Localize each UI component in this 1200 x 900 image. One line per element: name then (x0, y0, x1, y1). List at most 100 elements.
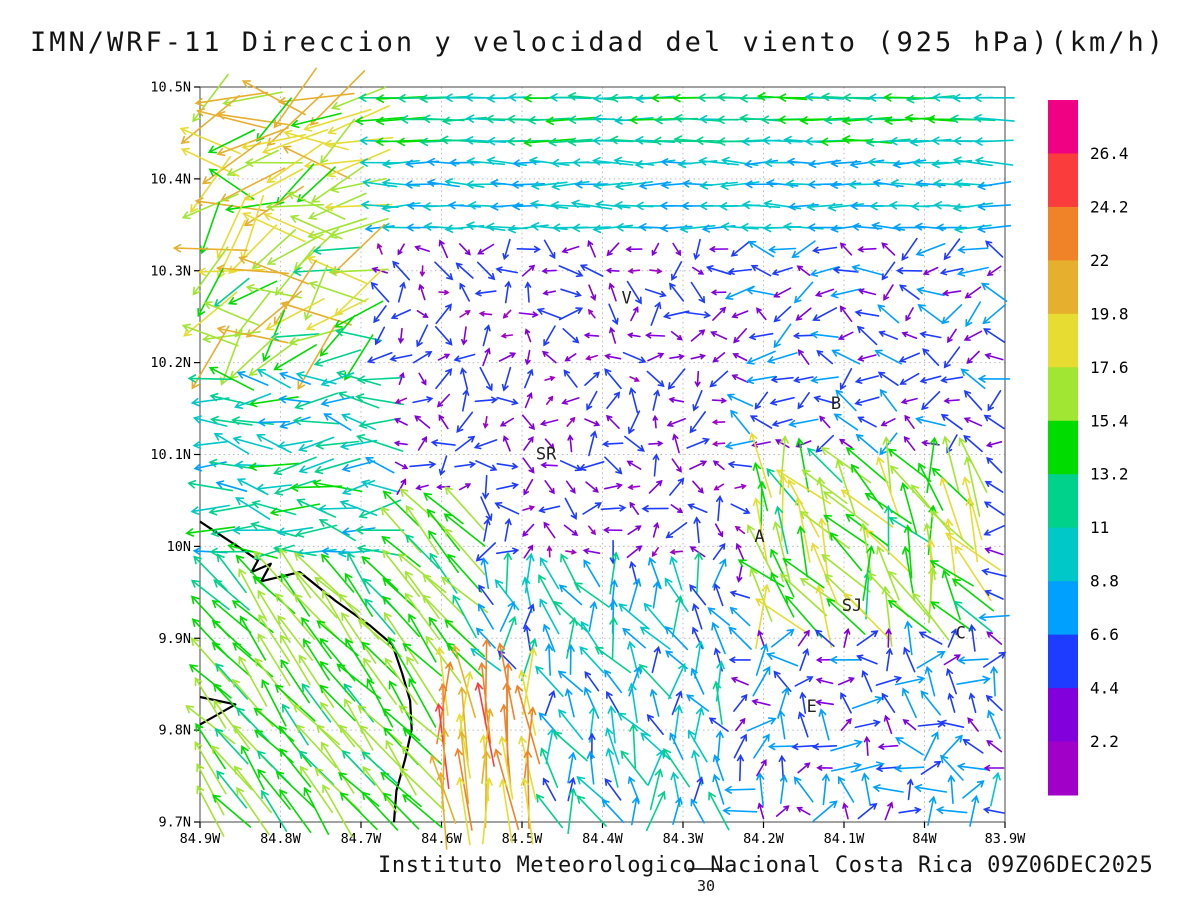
wind-arrow (864, 529, 912, 575)
wind-arrow (976, 181, 1012, 190)
wind-arrow (669, 353, 685, 360)
wind-arrow (211, 794, 252, 828)
wind-arrow (583, 332, 600, 339)
wind-arrow (239, 615, 267, 661)
wind-arrow (305, 298, 369, 331)
wind-arrow (879, 432, 898, 456)
wind-arrow (890, 179, 929, 188)
wind-arrow (983, 525, 1005, 536)
wind-arrow (279, 416, 311, 429)
wind-arrow (273, 344, 317, 371)
wind-arrow (524, 392, 533, 409)
wind-arrow (227, 542, 278, 559)
wind-arrow (645, 332, 666, 339)
wind-arrow (812, 800, 838, 822)
wind-arrow (298, 458, 334, 474)
wind-arrow (667, 662, 686, 700)
wind-arrow (851, 264, 883, 276)
wind-arrow (861, 772, 871, 806)
wind-arrow (337, 772, 380, 807)
wind-arrow (216, 127, 289, 157)
wind-arrow (728, 626, 752, 650)
wind-arrow (629, 501, 639, 515)
wind-arrow (298, 750, 335, 786)
wind-arrow (692, 480, 704, 494)
wind-arrow (963, 390, 983, 411)
wind-arrow (962, 780, 985, 799)
wind-arrow (620, 750, 648, 786)
wind-arrow (713, 582, 724, 607)
wind-arrow (318, 519, 356, 542)
wind-arrow (341, 479, 376, 495)
wind-arrow (983, 501, 1005, 516)
wind-arrow (541, 268, 557, 274)
x-tick-label: 84.5W (502, 831, 544, 847)
wind-arrow (435, 368, 453, 390)
wind-arrow (712, 542, 726, 561)
wind-arrow (628, 577, 642, 612)
wind-arrow (588, 600, 598, 632)
wind-arrow (381, 202, 421, 213)
wind-arrow (856, 325, 878, 346)
wind-arrow (647, 749, 665, 786)
wind-arrow (605, 727, 620, 765)
wind-arrow (496, 482, 519, 490)
wind-arrow (303, 158, 371, 170)
wind-arrow (807, 223, 842, 232)
wind-arrow (837, 775, 855, 803)
wind-arrow (542, 290, 556, 296)
wind-arrow (190, 637, 231, 683)
wind-arrow (918, 631, 943, 645)
wind-arrow (416, 310, 429, 318)
wind-arrow (712, 441, 726, 447)
wind-arrow (664, 625, 689, 651)
wind-arrow (270, 332, 320, 342)
wind-arrow (465, 221, 506, 231)
city-label: E (807, 697, 817, 717)
wind-arrow (730, 503, 751, 515)
grid-layer (200, 87, 1005, 822)
wind-arrow (211, 599, 252, 634)
wind-arrow (248, 338, 300, 376)
wind-arrow (380, 506, 422, 554)
wind-arrow (942, 289, 962, 297)
wind-arrow (215, 662, 249, 700)
wind-arrow (430, 439, 456, 447)
wind-arrow (384, 657, 418, 705)
wind-arrow (435, 303, 452, 325)
wind-arrow (518, 311, 539, 318)
wind-arrow (528, 156, 570, 166)
wind-arrow (516, 245, 541, 253)
wind-arrow (314, 767, 361, 812)
wind-arrow (203, 301, 260, 326)
wind-arrow (889, 136, 930, 146)
wind-arrow (831, 349, 861, 365)
wind-arrow (333, 300, 384, 328)
wind-arrow (884, 801, 894, 821)
wind-arrow (266, 92, 324, 147)
wind-arrow (690, 281, 706, 304)
wind-arrow (278, 725, 312, 767)
wind-arrow (541, 350, 557, 364)
wind-arrow (563, 524, 579, 536)
wind-arrow (952, 156, 993, 167)
wind-arrow (811, 246, 838, 254)
wind-arrow (809, 266, 840, 277)
wind-arrow-layer (172, 67, 1015, 850)
wind-arrow (236, 371, 269, 386)
wind-arrow (626, 460, 642, 470)
wind-arrow (935, 223, 968, 232)
wind-arrow (523, 544, 534, 559)
wind-arrow (347, 551, 371, 595)
wind-arrow (716, 92, 763, 102)
wind-arrow (394, 397, 408, 404)
wind-arrow (877, 371, 899, 386)
wind-arrow (974, 156, 1014, 166)
wind-arrow (799, 691, 807, 714)
wind-arrow (231, 526, 274, 535)
wind-arrow (373, 305, 387, 324)
wind-arrow (558, 584, 583, 606)
wind-arrow (919, 331, 942, 339)
wind-arrow (216, 770, 248, 809)
